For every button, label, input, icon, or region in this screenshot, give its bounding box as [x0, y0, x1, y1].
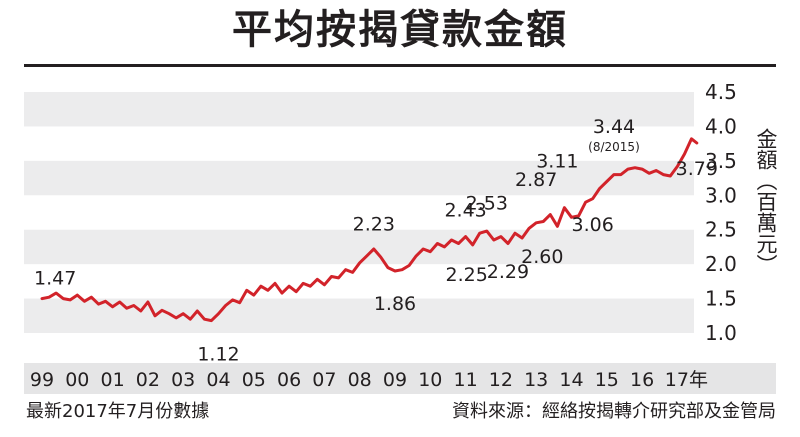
data-label: 3.06	[572, 214, 614, 236]
y-tick-label: 4.0	[705, 114, 737, 138]
y-tick-label: 2.5	[705, 218, 737, 242]
x-tick-label: 12	[489, 369, 513, 391]
data-label: 1.12	[197, 344, 239, 366]
data-label: 2.87	[515, 169, 557, 191]
x-tick-label: 13	[524, 369, 548, 391]
y-axis-ticks: 1.0 1.5 2.0 2.5 3.0 3.5 4.0 4.5	[705, 80, 737, 345]
annotation-date: (8/2015)	[588, 140, 640, 154]
x-tick-label: 10	[418, 369, 442, 391]
y-tick-label: 3.5	[705, 149, 737, 173]
grid-band	[24, 160, 694, 196]
series-line	[40, 137, 699, 323]
x-tick-label: 00	[65, 369, 89, 391]
title-rule	[24, 64, 776, 67]
x-axis-ticks: 99 00 01 02 03 04 05 06 07 08 09 10 11 12 13 14 15 16 17年	[30, 369, 708, 391]
grid-band	[24, 229, 694, 265]
x-tick-label: 04	[206, 369, 230, 391]
x-tick-label: 14	[559, 369, 583, 391]
grid-band	[24, 298, 694, 333]
x-tick-label: 07	[312, 369, 336, 391]
data-label: 3.79	[676, 158, 718, 180]
y-axis-label-text: 金額（百萬元）	[754, 128, 778, 275]
x-tick-label: 02	[136, 369, 160, 391]
data-label: 1.47	[34, 268, 76, 290]
y-tick-label: 4.5	[705, 80, 737, 104]
y-tick-label: 2.0	[705, 252, 737, 276]
data-label: 2.25	[446, 264, 488, 286]
x-tick-label: 05	[242, 369, 266, 391]
annotations: 1.47 1.12 2.23 1.86 2.432.53 2.252.29 2.873.11…	[34, 116, 718, 366]
x-tick-label: 16	[630, 369, 654, 391]
y-tick-label: 1.0	[705, 321, 737, 345]
data-label: 2.60	[521, 246, 563, 268]
data-label: 3.11	[536, 151, 578, 173]
x-tick-label: 01	[101, 369, 125, 391]
y-tick-label: 3.0	[705, 183, 737, 207]
footer-note: 最新2017年7月份數據	[26, 401, 210, 422]
x-tick-label: 15	[595, 369, 619, 391]
footer-source: 資料來源：經絡按揭轉介研究部及金管局	[452, 401, 776, 422]
x-axis-band	[24, 363, 776, 394]
chart-title: 平均按揭貸款金額	[232, 6, 568, 53]
x-tick-label: 03	[171, 369, 195, 391]
grid-bands	[24, 92, 694, 333]
data-label: 2.43	[444, 200, 486, 222]
data-label: 1.86	[374, 293, 416, 315]
grid-band	[24, 92, 694, 127]
x-tick-label: 17年	[665, 369, 708, 391]
data-label: 2.53	[466, 193, 508, 215]
x-tick-label: 09	[383, 369, 407, 391]
x-tick-label: 99	[30, 369, 54, 391]
data-label: 2.23	[353, 213, 395, 235]
x-tick-label: 11	[454, 369, 478, 391]
data-label: 2.29	[487, 261, 529, 283]
y-axis-label: 金額（百萬元）	[753, 128, 779, 280]
data-label: 3.44	[593, 116, 635, 138]
x-tick-label: 06	[277, 369, 301, 391]
y-tick-label: 1.5	[705, 287, 737, 311]
x-tick-label: 08	[348, 369, 372, 391]
